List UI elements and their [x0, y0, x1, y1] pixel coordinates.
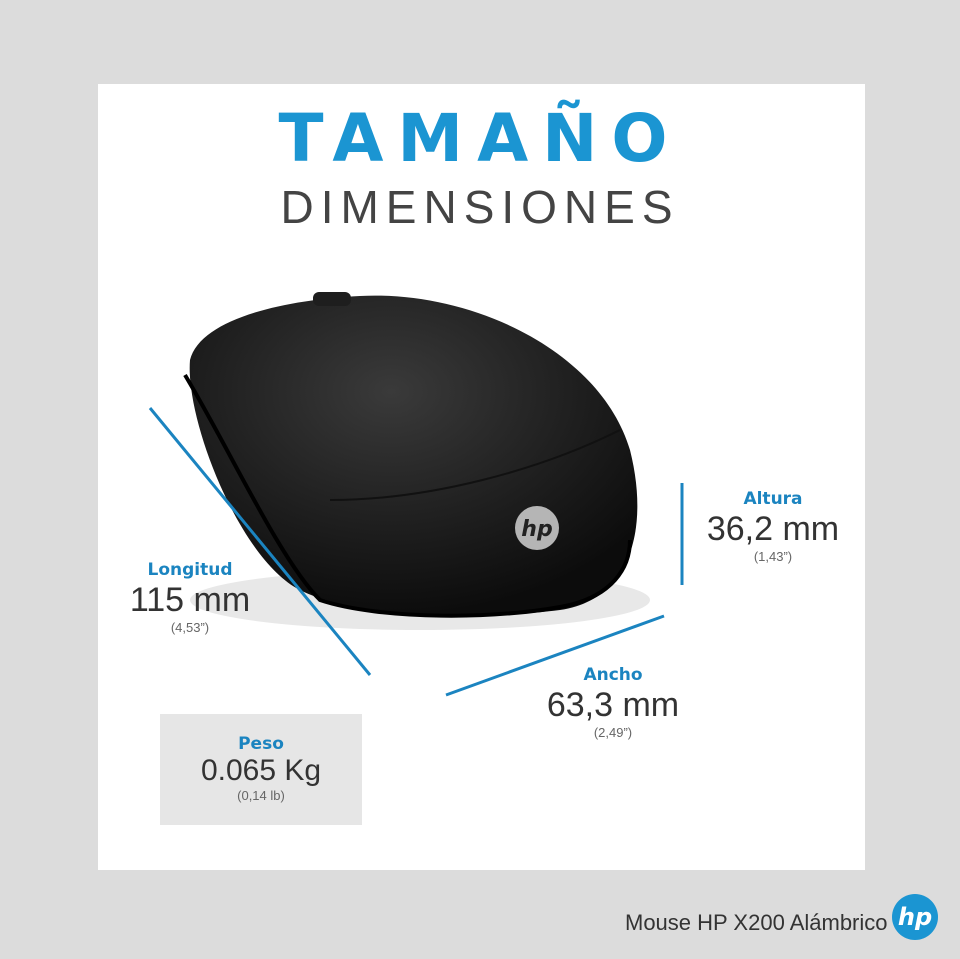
page-title: TAMAÑO — [278, 100, 682, 177]
page-subtitle: DIMENSIONES — [280, 181, 680, 233]
hp-logo: hp — [892, 894, 938, 940]
hp-emblem — [515, 506, 559, 550]
weight-box: Peso 0.065 Kg (0,14 lb) — [160, 714, 362, 825]
width-line — [445, 614, 665, 697]
product-name: Mouse HP X200 Alámbrico — [625, 910, 888, 935]
width-dimension: Ancho 63,3 mm (2,49”) — [546, 665, 680, 740]
weight-dimension: Peso 0.065 Kg (0,14 lb) — [200, 734, 322, 803]
length-dimension: Longitud 115 mm (4,53”) — [129, 560, 251, 635]
svg-text:hp: hp — [521, 517, 552, 542]
length-line — [148, 407, 372, 676]
scroll-wheel — [313, 292, 351, 306]
height-dimension: Altura 36,2 mm (1,43”) — [706, 489, 840, 564]
